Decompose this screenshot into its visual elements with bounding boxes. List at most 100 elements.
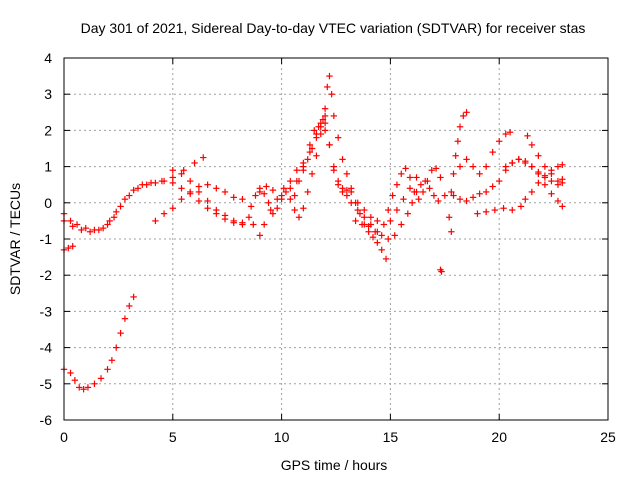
- data-point: [559, 161, 566, 168]
- data-point: [548, 170, 555, 178]
- data-point: [426, 185, 433, 192]
- data-point: [482, 208, 490, 216]
- data-point: [448, 228, 455, 235]
- data-point: [432, 165, 440, 172]
- data-point: [456, 163, 464, 170]
- series-sat-f: [60, 293, 137, 393]
- data-point: [469, 163, 477, 170]
- data-point: [406, 185, 414, 192]
- data-point: [252, 192, 259, 199]
- data-point: [67, 217, 74, 225]
- data-point: [106, 217, 113, 225]
- data-point: [380, 221, 388, 228]
- data-point: [496, 138, 503, 145]
- y-tick-label: -3: [40, 303, 53, 319]
- data-point: [65, 244, 72, 252]
- data-point: [117, 329, 124, 337]
- data-point: [476, 190, 483, 197]
- data-point: [169, 174, 176, 181]
- data-point: [528, 163, 536, 170]
- x-tick-label: 15: [383, 429, 399, 445]
- data-point: [69, 243, 76, 250]
- data-point: [385, 206, 392, 214]
- data-point: [152, 179, 159, 187]
- data-point: [469, 194, 477, 201]
- data-point: [178, 195, 185, 203]
- data-point: [365, 228, 372, 235]
- data-point: [413, 174, 420, 181]
- data-point: [274, 195, 281, 203]
- data-point: [528, 141, 536, 149]
- data-point: [113, 344, 120, 351]
- data-point: [291, 206, 298, 214]
- data-point: [73, 221, 81, 228]
- x-tick-label: 0: [60, 429, 68, 445]
- data-point: [97, 375, 105, 382]
- data-point: [180, 167, 187, 174]
- data-point: [496, 177, 503, 185]
- data-point: [535, 179, 542, 187]
- y-tick-label: -1: [40, 231, 53, 247]
- data-point: [191, 159, 198, 167]
- data-point: [408, 199, 416, 206]
- data-point: [343, 192, 351, 199]
- series-sat-r: [502, 156, 566, 210]
- data-point: [300, 163, 307, 170]
- series-sat-n: [448, 109, 470, 196]
- data-point: [69, 223, 76, 230]
- data-point: [450, 192, 457, 199]
- data-point: [528, 188, 536, 196]
- data-point: [76, 384, 83, 391]
- data-point: [287, 177, 294, 185]
- data-point: [522, 159, 529, 167]
- data-point: [321, 119, 329, 127]
- data-point: [130, 186, 137, 194]
- data-point: [221, 212, 229, 219]
- data-point: [554, 163, 562, 170]
- data-point: [548, 190, 555, 197]
- data-point: [424, 177, 431, 185]
- data-point: [99, 224, 107, 232]
- data-point: [195, 197, 203, 205]
- data-point: [256, 232, 264, 239]
- data-point: [354, 199, 361, 206]
- data-point: [448, 188, 455, 196]
- series-sat-b: [60, 177, 246, 235]
- series-sat-i: [291, 123, 420, 228]
- data-point: [117, 203, 124, 210]
- data-point: [358, 221, 366, 228]
- data-point: [269, 210, 277, 217]
- data-point: [365, 223, 372, 230]
- data-point: [78, 226, 85, 234]
- series-sat-c: [152, 181, 246, 225]
- data-point: [456, 195, 464, 203]
- data-point: [463, 109, 470, 116]
- data-point: [361, 214, 368, 221]
- data-point: [406, 174, 414, 181]
- data-point: [324, 83, 331, 91]
- data-point: [293, 177, 301, 185]
- data-point: [304, 188, 311, 196]
- data-point: [411, 188, 418, 196]
- data-point: [121, 315, 129, 322]
- data-point: [506, 129, 514, 136]
- data-point: [330, 163, 338, 170]
- data-point: [476, 170, 483, 178]
- data-point: [143, 181, 150, 188]
- data-point: [306, 148, 314, 156]
- y-axis-label: SDTVAR / TECUs: [7, 183, 23, 295]
- data-point: [160, 210, 168, 217]
- data-point: [280, 185, 287, 192]
- data-point: [178, 185, 185, 192]
- x-tick-label: 5: [169, 429, 177, 445]
- y-tick-label: -4: [40, 340, 53, 356]
- data-point: [230, 217, 237, 225]
- data-point: [559, 176, 566, 183]
- y-tick-label: 0: [44, 195, 52, 211]
- data-point: [250, 221, 257, 228]
- data-point: [463, 197, 470, 205]
- data-point: [489, 148, 496, 156]
- data-point: [260, 221, 268, 228]
- data-point: [454, 138, 462, 145]
- data-point: [548, 177, 555, 185]
